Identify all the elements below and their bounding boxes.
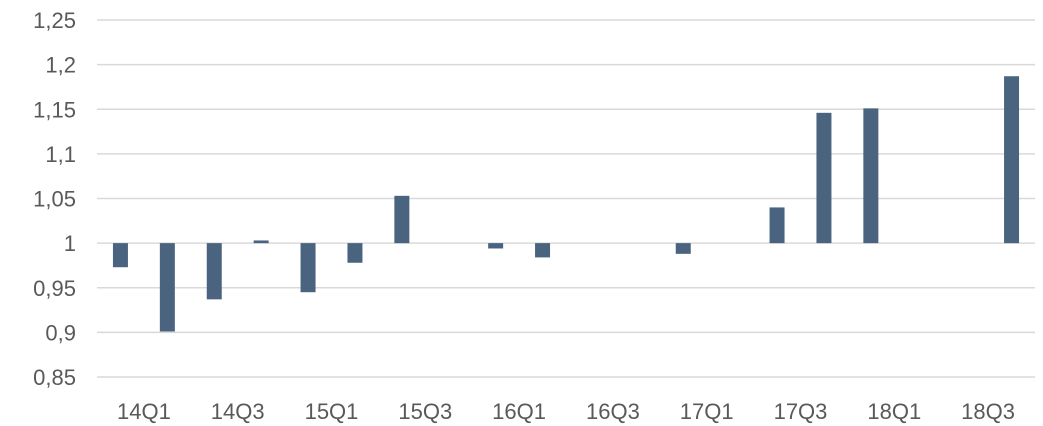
y-tick-label: 0,9 <box>45 320 76 345</box>
x-tick-label: 17Q1 <box>680 399 734 424</box>
x-tick-label: 18Q1 <box>867 399 921 424</box>
bar-14Q2 <box>159 243 175 332</box>
x-tick-label: 17Q3 <box>774 399 828 424</box>
bar-14Q4 <box>253 240 269 244</box>
bar-15Q3 <box>394 195 410 244</box>
bar-17Q1 <box>675 243 691 254</box>
x-tick-label: 16Q1 <box>492 399 546 424</box>
x-axis: 14Q1 14Q3 15Q1 15Q3 16Q1 16Q3 17Q1 17Q3 18Q1 18Q3 <box>117 399 1015 424</box>
bar-14Q3 <box>206 243 222 300</box>
y-tick-label: 0,85 <box>33 365 76 390</box>
bars <box>112 76 1020 332</box>
bar-17Q3 <box>769 207 785 244</box>
bar-16Q1 <box>488 243 504 249</box>
bar-18Q4 <box>1004 76 1020 244</box>
grid-lines <box>97 19 1035 378</box>
y-axis: 0,85 0,9 0,95 1 1,05 1,1 1,15 1,2 1,25 <box>33 8 76 390</box>
y-tick-label: 1,05 <box>33 187 76 212</box>
x-tick-label: 15Q3 <box>398 399 452 424</box>
x-tick-label: 14Q3 <box>211 399 265 424</box>
y-tick-label: 0,95 <box>33 276 76 301</box>
y-tick-label: 1,25 <box>33 8 76 33</box>
bar-16Q2 <box>535 243 551 258</box>
bar-15Q2 <box>347 243 363 263</box>
x-tick-label: 18Q3 <box>961 399 1015 424</box>
y-tick-label: 1,15 <box>33 97 76 122</box>
bar-17Q4 <box>816 112 832 244</box>
x-tick-label: 14Q1 <box>117 399 171 424</box>
bar-14Q1 <box>112 243 128 268</box>
y-tick-label: 1 <box>64 231 76 256</box>
y-tick-label: 1,2 <box>45 53 76 78</box>
y-tick-label: 1,1 <box>45 142 76 167</box>
bar-15Q1 <box>300 243 316 293</box>
x-tick-label: 15Q1 <box>305 399 359 424</box>
bar-18Q1 <box>863 108 879 244</box>
x-tick-label: 16Q3 <box>586 399 640 424</box>
